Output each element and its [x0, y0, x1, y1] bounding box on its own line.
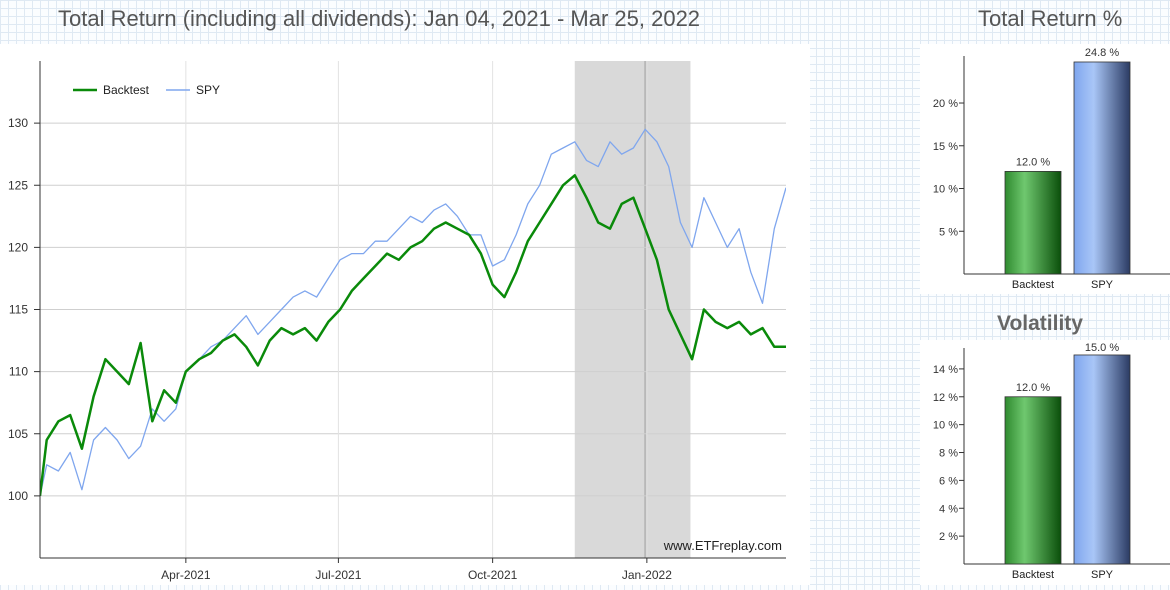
- line-chart-panel: 100 105 110 115 120 125 130 Apr-2021 Jul-2021 Oc…: [0, 44, 810, 585]
- bar-spy: [1073, 61, 1131, 275]
- total-return-panel: 5 % 10 % 15 % 20 % 12.0 % Backtest 24.8 % SPY: [920, 44, 1170, 294]
- y-tick-label: 8 %: [939, 448, 958, 460]
- series-line-spy: [40, 128, 786, 497]
- bar-category-label: Backtest: [1012, 279, 1054, 291]
- bar-category-label: Backtest: [1012, 569, 1054, 581]
- y-tick-label: 20 %: [933, 98, 958, 110]
- volatility-bar-chart: 2 % 4 % 6 % 8 % 10 % 12 % 14 % 12.0 % Backtest 15…: [933, 342, 1170, 581]
- y-tick-label: 100: [8, 489, 28, 503]
- bar-spy: [1073, 354, 1131, 565]
- volatility-title: Volatility: [997, 312, 1083, 335]
- bar-category-label: SPY: [1091, 569, 1114, 581]
- y-tick-label: 10 %: [933, 184, 958, 196]
- bar-backtest: [1004, 171, 1062, 275]
- bar-value-label: 12.0 %: [1016, 156, 1050, 168]
- y-tick-label: 14 %: [933, 364, 958, 376]
- bar-category-label: SPY: [1091, 279, 1114, 291]
- x-tick-label: Jan-2022: [622, 568, 672, 582]
- series-line-backtest: [40, 174, 786, 497]
- chart-title: Total Return (including all dividends): …: [58, 6, 701, 31]
- bar-value-label: 24.8 %: [1085, 47, 1119, 59]
- y-tick-label: 125: [8, 178, 28, 192]
- bar-value-label: 15.0 %: [1085, 342, 1119, 354]
- y-tick-label: 105: [8, 427, 28, 441]
- x-tick-label: Apr-2021: [161, 568, 211, 582]
- line-chart: 100 105 110 115 120 125 130 Apr-2021 Jul-2021 Oc…: [8, 61, 786, 582]
- bar-value-label: 12.0 %: [1016, 382, 1050, 394]
- y-tick-label: 12 %: [933, 392, 958, 404]
- legend: Backtest SPY: [73, 83, 220, 97]
- y-tick-label: 130: [8, 116, 28, 130]
- y-tick-label: 2 %: [939, 531, 958, 543]
- y-tick-label: 4 %: [939, 503, 958, 515]
- y-tick-label: 15 %: [933, 141, 958, 153]
- x-tick-label: Jul-2021: [315, 568, 361, 582]
- x-tick-label: Oct-2021: [468, 568, 518, 582]
- total-return-title: Total Return %: [978, 6, 1123, 31]
- y-tick-label: 5 %: [939, 226, 958, 238]
- y-tick-label: 115: [9, 303, 28, 317]
- y-tick-label: 10 %: [933, 420, 958, 432]
- y-tick-label: 120: [8, 240, 28, 254]
- total-return-bar-chart: 5 % 10 % 15 % 20 % 12.0 % Backtest 24.8 % SPY: [933, 47, 1170, 291]
- volatility-panel: 2 % 4 % 6 % 8 % 10 % 12 % 14 % 12.0 % Backtest 15…: [920, 340, 1170, 585]
- legend-spy-label: SPY: [196, 83, 220, 97]
- y-tick-label: 6 %: [939, 475, 958, 487]
- y-tick-label: 110: [9, 365, 28, 379]
- bar-backtest: [1004, 396, 1062, 565]
- watermark: www.ETFreplay.com: [663, 538, 782, 553]
- legend-backtest-label: Backtest: [103, 83, 150, 97]
